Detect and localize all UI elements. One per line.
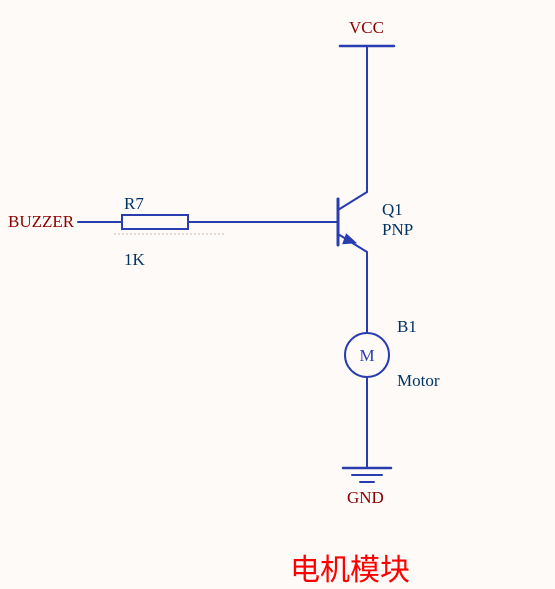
q1-arrow-icon [342, 233, 357, 244]
r7-designator: R7 [124, 194, 144, 214]
gnd-label: GND [347, 488, 384, 508]
buzzer-net-label: BUZZER [8, 212, 74, 232]
b1-designator: B1 [397, 317, 417, 337]
r7-icon [122, 215, 188, 229]
motor-letter: M [359, 346, 374, 365]
q1-collector-leg [338, 192, 367, 210]
q1-designator: Q1 [382, 200, 403, 220]
b1-type: Motor [397, 371, 440, 391]
vcc-label: VCC [349, 18, 384, 38]
q1-type: PNP [382, 220, 413, 240]
schematic-canvas: M [0, 0, 555, 587]
module-title: 电机模块 [290, 545, 410, 589]
r7-value: 1K [124, 250, 145, 270]
